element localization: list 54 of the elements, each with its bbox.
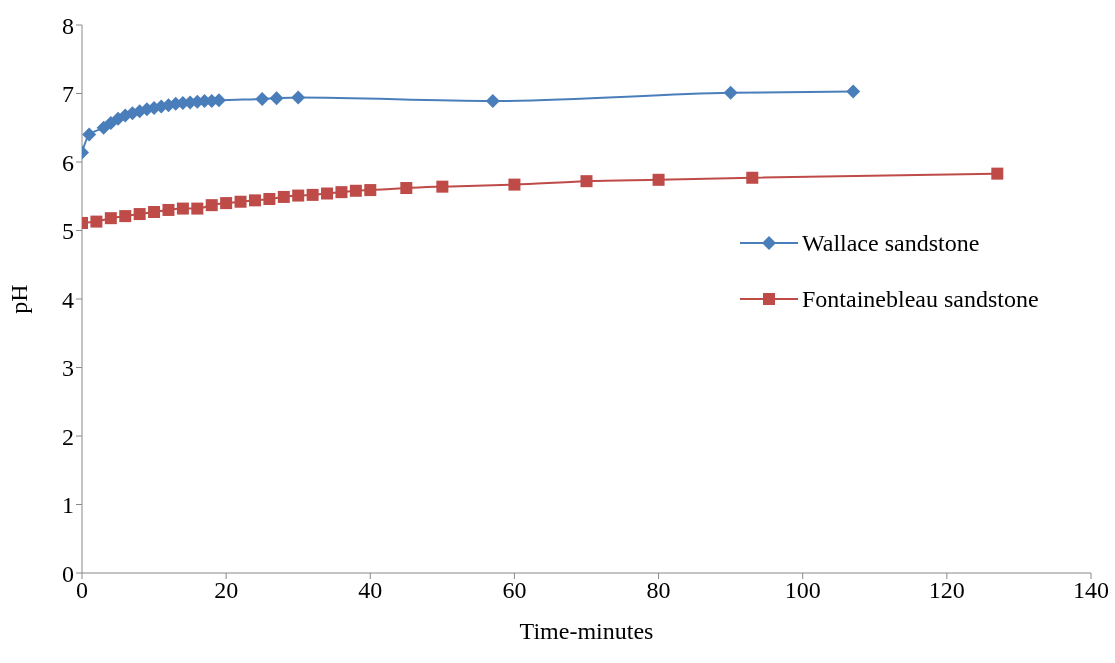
point <box>291 90 306 105</box>
x-tick-label: 40 <box>358 577 383 604</box>
x-tick-label: 60 <box>502 577 527 604</box>
point <box>349 184 362 197</box>
x-tick-label: 80 <box>646 577 671 604</box>
point <box>723 85 738 100</box>
point <box>436 180 449 193</box>
y-tick-label: 3 <box>62 355 74 382</box>
y-axis-title: pH <box>5 284 32 314</box>
point <box>263 192 276 205</box>
point <box>133 208 146 221</box>
x-axis-title: Time-minutes <box>519 618 654 644</box>
point <box>82 127 97 142</box>
point <box>176 202 189 215</box>
point <box>104 212 117 225</box>
point <box>321 187 334 200</box>
point <box>269 91 284 106</box>
point <box>191 202 204 215</box>
point <box>277 190 290 203</box>
point <box>119 210 132 223</box>
legend-label: Fontainebleau sandstone <box>802 285 1039 313</box>
y-tick-label: 7 <box>62 81 74 108</box>
point <box>508 178 521 191</box>
point <box>400 182 413 195</box>
point <box>746 171 759 184</box>
point <box>255 91 270 106</box>
y-tick-label: 0 <box>62 560 74 587</box>
y-tick-label: 1 <box>62 492 74 519</box>
point <box>248 194 261 207</box>
point <box>335 186 348 199</box>
legend-label: Wallace sandstone <box>802 229 980 257</box>
point <box>162 203 175 216</box>
y-tick-label: 4 <box>62 286 74 313</box>
point <box>220 197 233 210</box>
point <box>580 175 593 188</box>
point <box>991 167 1004 180</box>
point <box>306 188 319 201</box>
point <box>364 184 377 197</box>
point <box>90 215 103 228</box>
point <box>205 199 218 212</box>
point <box>148 206 161 219</box>
y-tick-label: 6 <box>62 149 74 176</box>
x-tick-label: 120 <box>928 577 965 604</box>
point <box>485 94 500 109</box>
point <box>652 173 665 186</box>
y-tick-label: 2 <box>62 423 74 450</box>
y-tick-label: 8 <box>62 12 74 39</box>
point <box>292 189 305 202</box>
x-tick-label: 140 <box>1073 577 1109 604</box>
x-tick-label: 20 <box>214 577 239 604</box>
point <box>234 195 247 208</box>
point <box>846 84 861 99</box>
y-tick-label: 5 <box>62 218 74 245</box>
x-tick-label: 100 <box>784 577 821 604</box>
